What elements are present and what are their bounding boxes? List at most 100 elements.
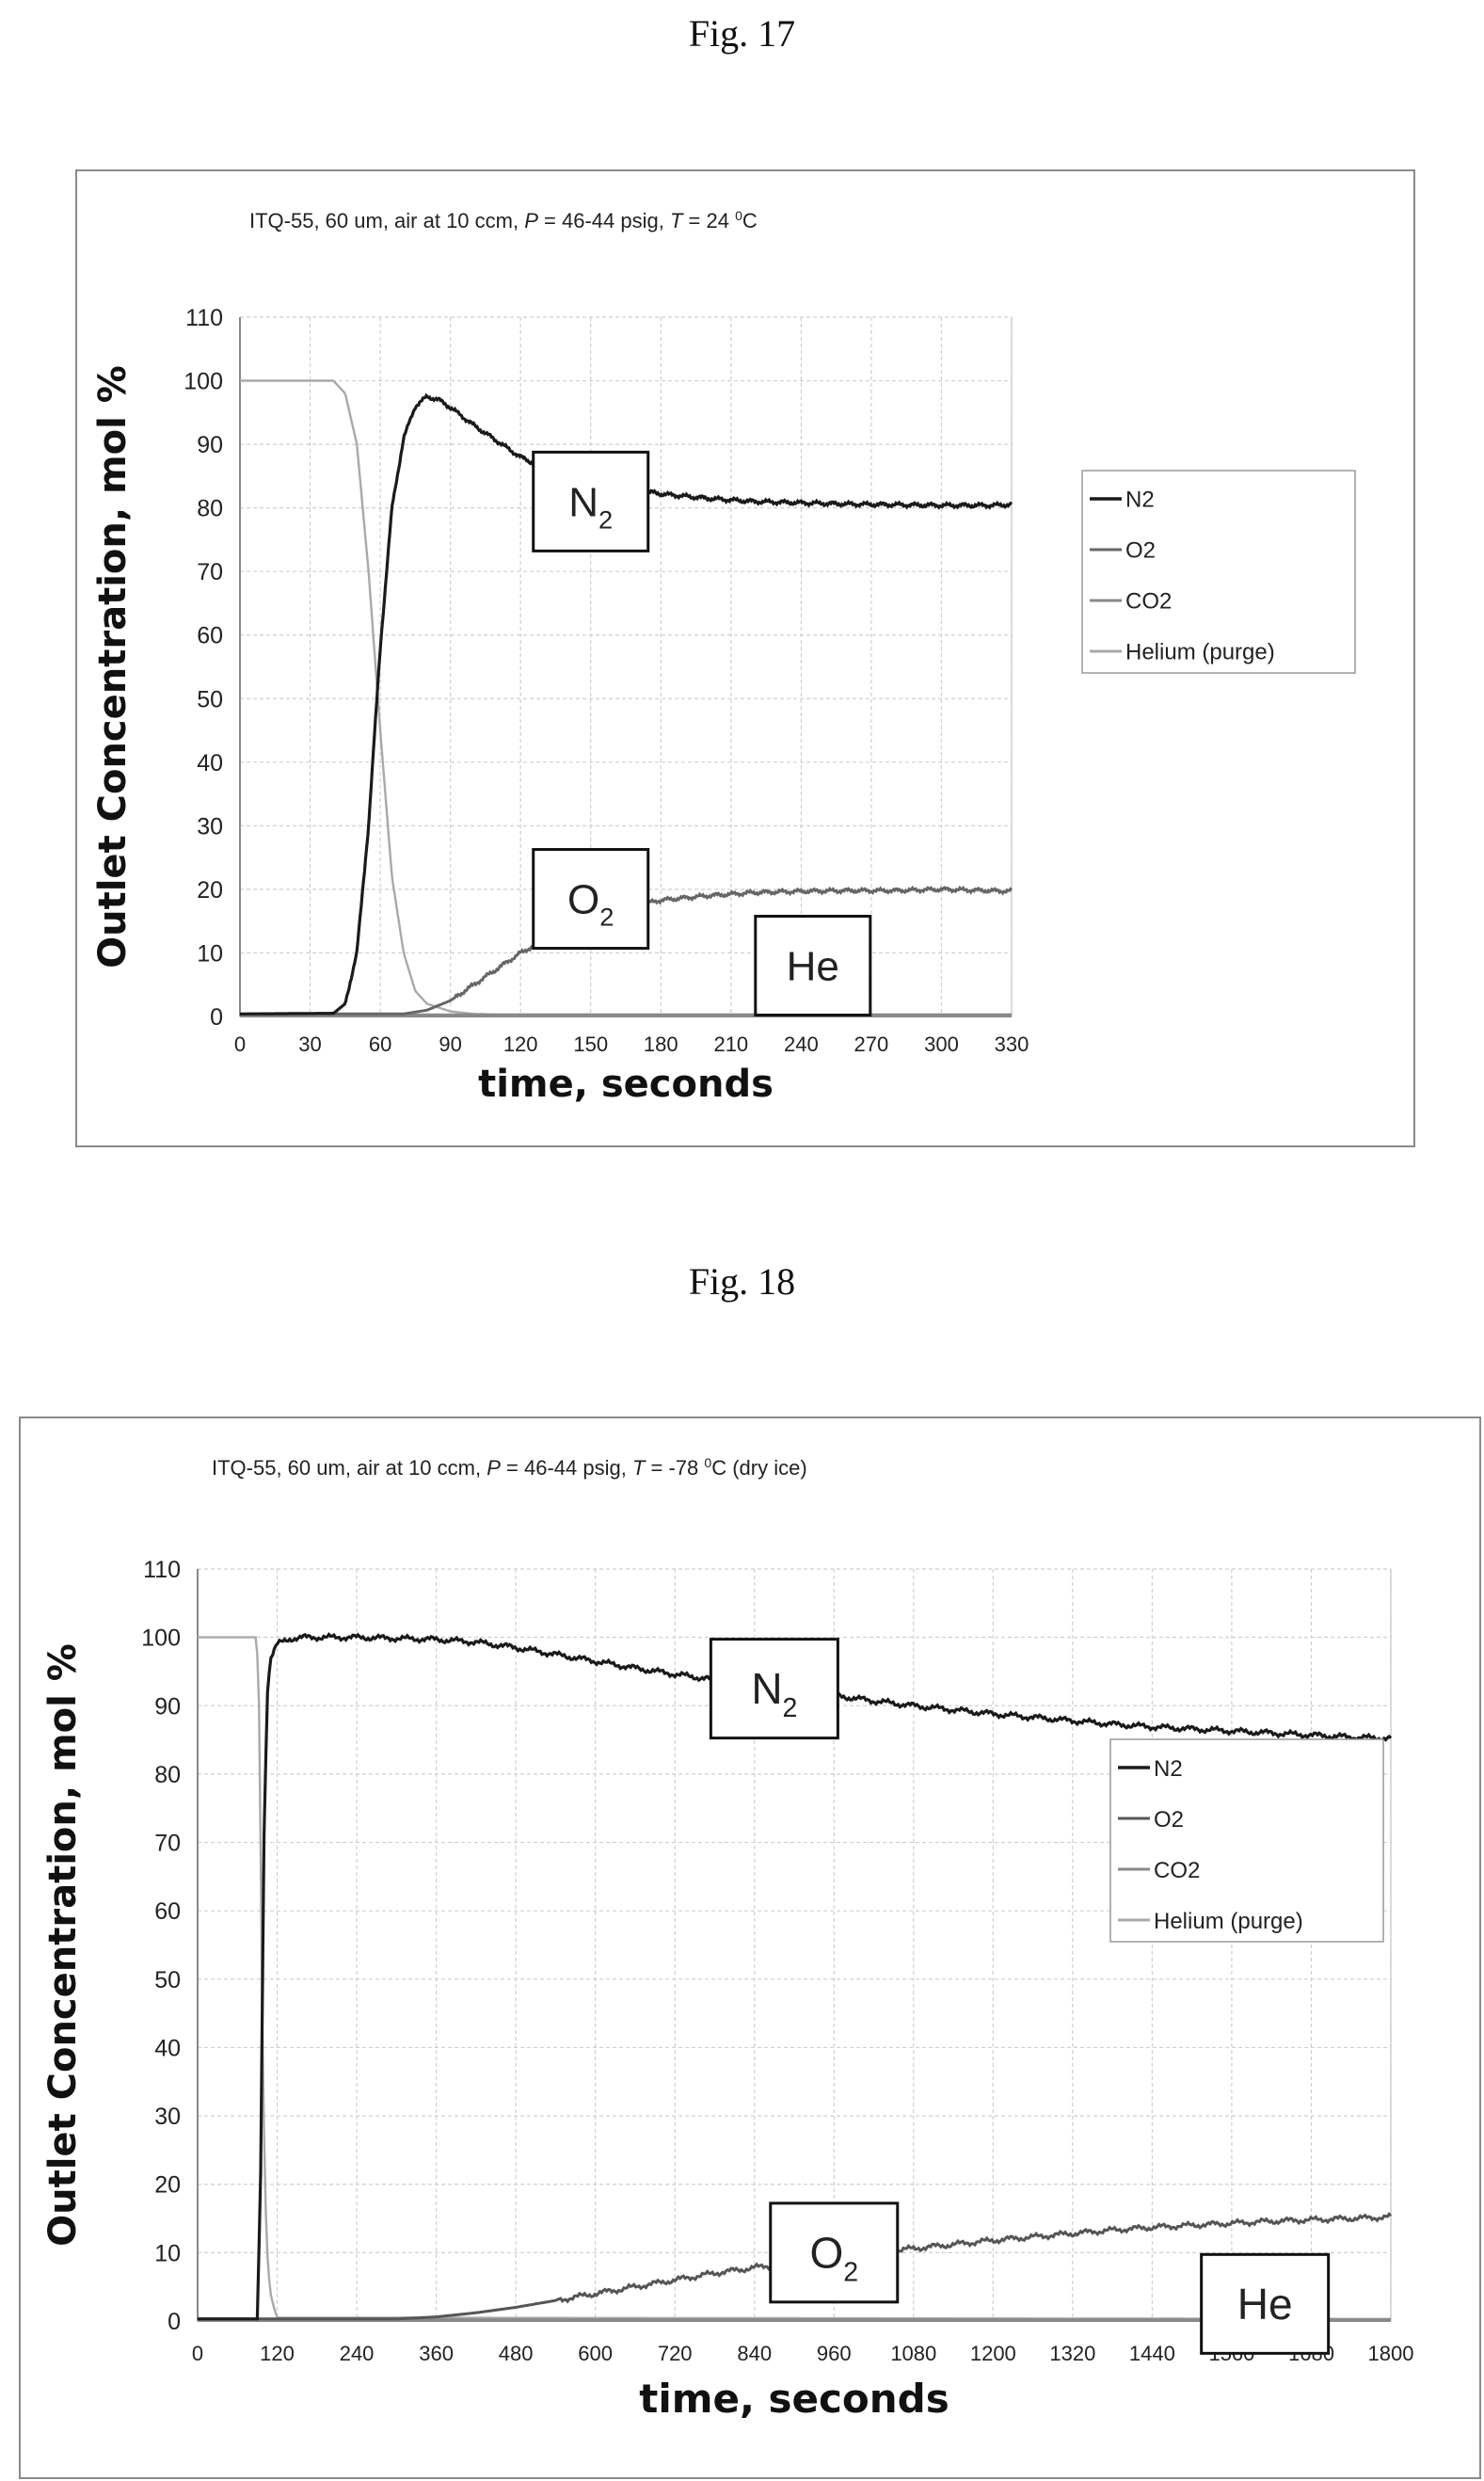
chart-title-part: = 46-44 psig,: [501, 1456, 632, 1480]
x-tick-label: 300: [924, 1032, 959, 1056]
x-tick-label: 360: [419, 2342, 454, 2365]
x-tick-label: 150: [573, 1032, 608, 1056]
y-tick-label: 90: [154, 1693, 181, 1720]
annotation-border: [769, 2201, 900, 2304]
y-tick-label: 0: [168, 2309, 181, 2335]
y-tick-label: 110: [185, 305, 223, 331]
figure-label: Fig. 17: [688, 12, 796, 55]
annotation-main: He: [1237, 2280, 1293, 2329]
x-tick-label: 1800: [1368, 2342, 1414, 2365]
legend: N2 O2 CO2 Helium (purge): [1109, 1738, 1384, 1943]
chart-title-part: 0: [704, 1455, 711, 1470]
annotation-border: [1200, 2252, 1331, 2355]
x-tick-label: 0: [234, 1032, 246, 1056]
chart-title-part: ITQ-55, 60 um, air at 10 ccm,: [249, 209, 524, 232]
annotation-label: He: [787, 943, 839, 989]
chart-title-part: 0: [735, 208, 742, 223]
annotation-label: N2: [751, 1664, 797, 1723]
y-tick-label: 50: [197, 686, 223, 712]
x-axis-title: time, seconds: [478, 1063, 774, 1106]
annotation-box: O2: [532, 848, 650, 951]
chart-title-part: C: [742, 209, 758, 232]
annotation-subscript: 2: [599, 903, 614, 932]
chart-title-part: P: [524, 209, 538, 232]
x-tick-label: 90: [439, 1032, 461, 1056]
legend: N2 O2 CO2 Helium (purge): [1081, 470, 1356, 674]
y-tick-label: 40: [197, 750, 223, 776]
y-tick-label: 50: [154, 1967, 181, 1993]
y-tick-label: 10: [154, 2240, 181, 2266]
y-tick-label: 0: [210, 1004, 223, 1031]
legend-entry: Helium (purge): [1125, 639, 1275, 664]
annotation-subscript: 2: [598, 504, 613, 534]
y-tick-label: 70: [197, 559, 223, 585]
annotation-box: O2: [769, 2201, 900, 2304]
figure-label: Fig. 18: [688, 1260, 796, 1303]
y-tick-label: 90: [197, 432, 223, 458]
chart-title-part: = -78: [645, 1456, 704, 1480]
annotation-label: O2: [567, 876, 614, 931]
y-tick-label: 60: [197, 623, 223, 649]
annotation-border: [532, 848, 650, 951]
annotation-main: N: [568, 479, 598, 525]
annotation-main: O: [809, 2228, 843, 2277]
x-tick-label: 330: [995, 1032, 1029, 1056]
annotation-main: O: [567, 876, 599, 922]
chart-title-part: = 24: [682, 209, 735, 232]
x-tick-label: 120: [260, 2342, 295, 2365]
y-axis-title: Outlet Concentration, mol %: [41, 1643, 85, 2247]
x-tick-label: 840: [737, 2342, 772, 2365]
y-tick-label: 10: [197, 940, 223, 967]
x-tick-label: 1320: [1049, 2342, 1095, 2365]
y-axis-title: Outlet Concentration, mol %: [91, 365, 135, 968]
legend-box: [1109, 1738, 1384, 1943]
x-axis-title: time, seconds: [639, 2376, 949, 2422]
y-tick-label: 30: [154, 2104, 181, 2130]
y-tick-label: 40: [154, 2035, 181, 2061]
x-tick-label: 960: [817, 2342, 852, 2365]
x-tick-label: 30: [298, 1032, 321, 1056]
x-tick-label: 240: [340, 2342, 375, 2365]
y-tick-label: 20: [197, 877, 223, 904]
legend-entry: N2: [1125, 487, 1155, 512]
chart-title-part: = 46-44 psig,: [538, 209, 670, 232]
x-tick-label: 0: [192, 2342, 203, 2365]
legend-entry: N2: [1154, 1756, 1183, 1782]
chart-title-part: P: [487, 1456, 501, 1480]
annotation-border: [754, 914, 872, 1016]
x-tick-label: 1200: [970, 2342, 1016, 2365]
y-tick-label: 100: [184, 369, 223, 395]
annotation-label: He: [1237, 2280, 1293, 2329]
chart-title-part: (dry ice): [726, 1456, 807, 1480]
y-tick-label: 60: [154, 1898, 181, 1925]
x-tick-label: 720: [658, 2342, 693, 2365]
legend-entry: CO2: [1154, 1858, 1200, 1883]
annotation-subscript: 2: [843, 2257, 858, 2287]
annotation-box: N2: [532, 450, 650, 552]
y-tick-label: 80: [154, 1762, 181, 1788]
x-tick-label: 270: [854, 1032, 889, 1056]
chart-title-part: T: [632, 1456, 646, 1480]
chart-title-part: C: [711, 1456, 726, 1480]
x-tick-label: 120: [503, 1032, 538, 1056]
annotation-main: He: [787, 943, 839, 989]
legend-entry: CO2: [1125, 588, 1172, 614]
x-tick-label: 240: [784, 1032, 819, 1056]
x-tick-label: 1440: [1129, 2342, 1175, 2365]
annotation-border: [532, 450, 650, 552]
x-tick-label: 600: [578, 2342, 613, 2365]
legend-entry: O2: [1125, 537, 1156, 563]
annotation-main: N: [751, 1664, 782, 1713]
chart-title: ITQ-55, 60 um, air at 10 ccm, P = 46-44 …: [249, 208, 758, 232]
y-tick-label: 30: [197, 813, 223, 840]
annotation-border: [709, 1638, 839, 1740]
y-tick-label: 70: [154, 1831, 181, 1857]
x-tick-label: 480: [499, 2342, 534, 2365]
legend-entry: O2: [1154, 1807, 1184, 1833]
y-tick-label: 110: [143, 1557, 181, 1583]
chart-title-part: T: [670, 209, 684, 232]
annotation-label: O2: [809, 2228, 858, 2287]
y-tick-label: 20: [154, 2172, 181, 2199]
